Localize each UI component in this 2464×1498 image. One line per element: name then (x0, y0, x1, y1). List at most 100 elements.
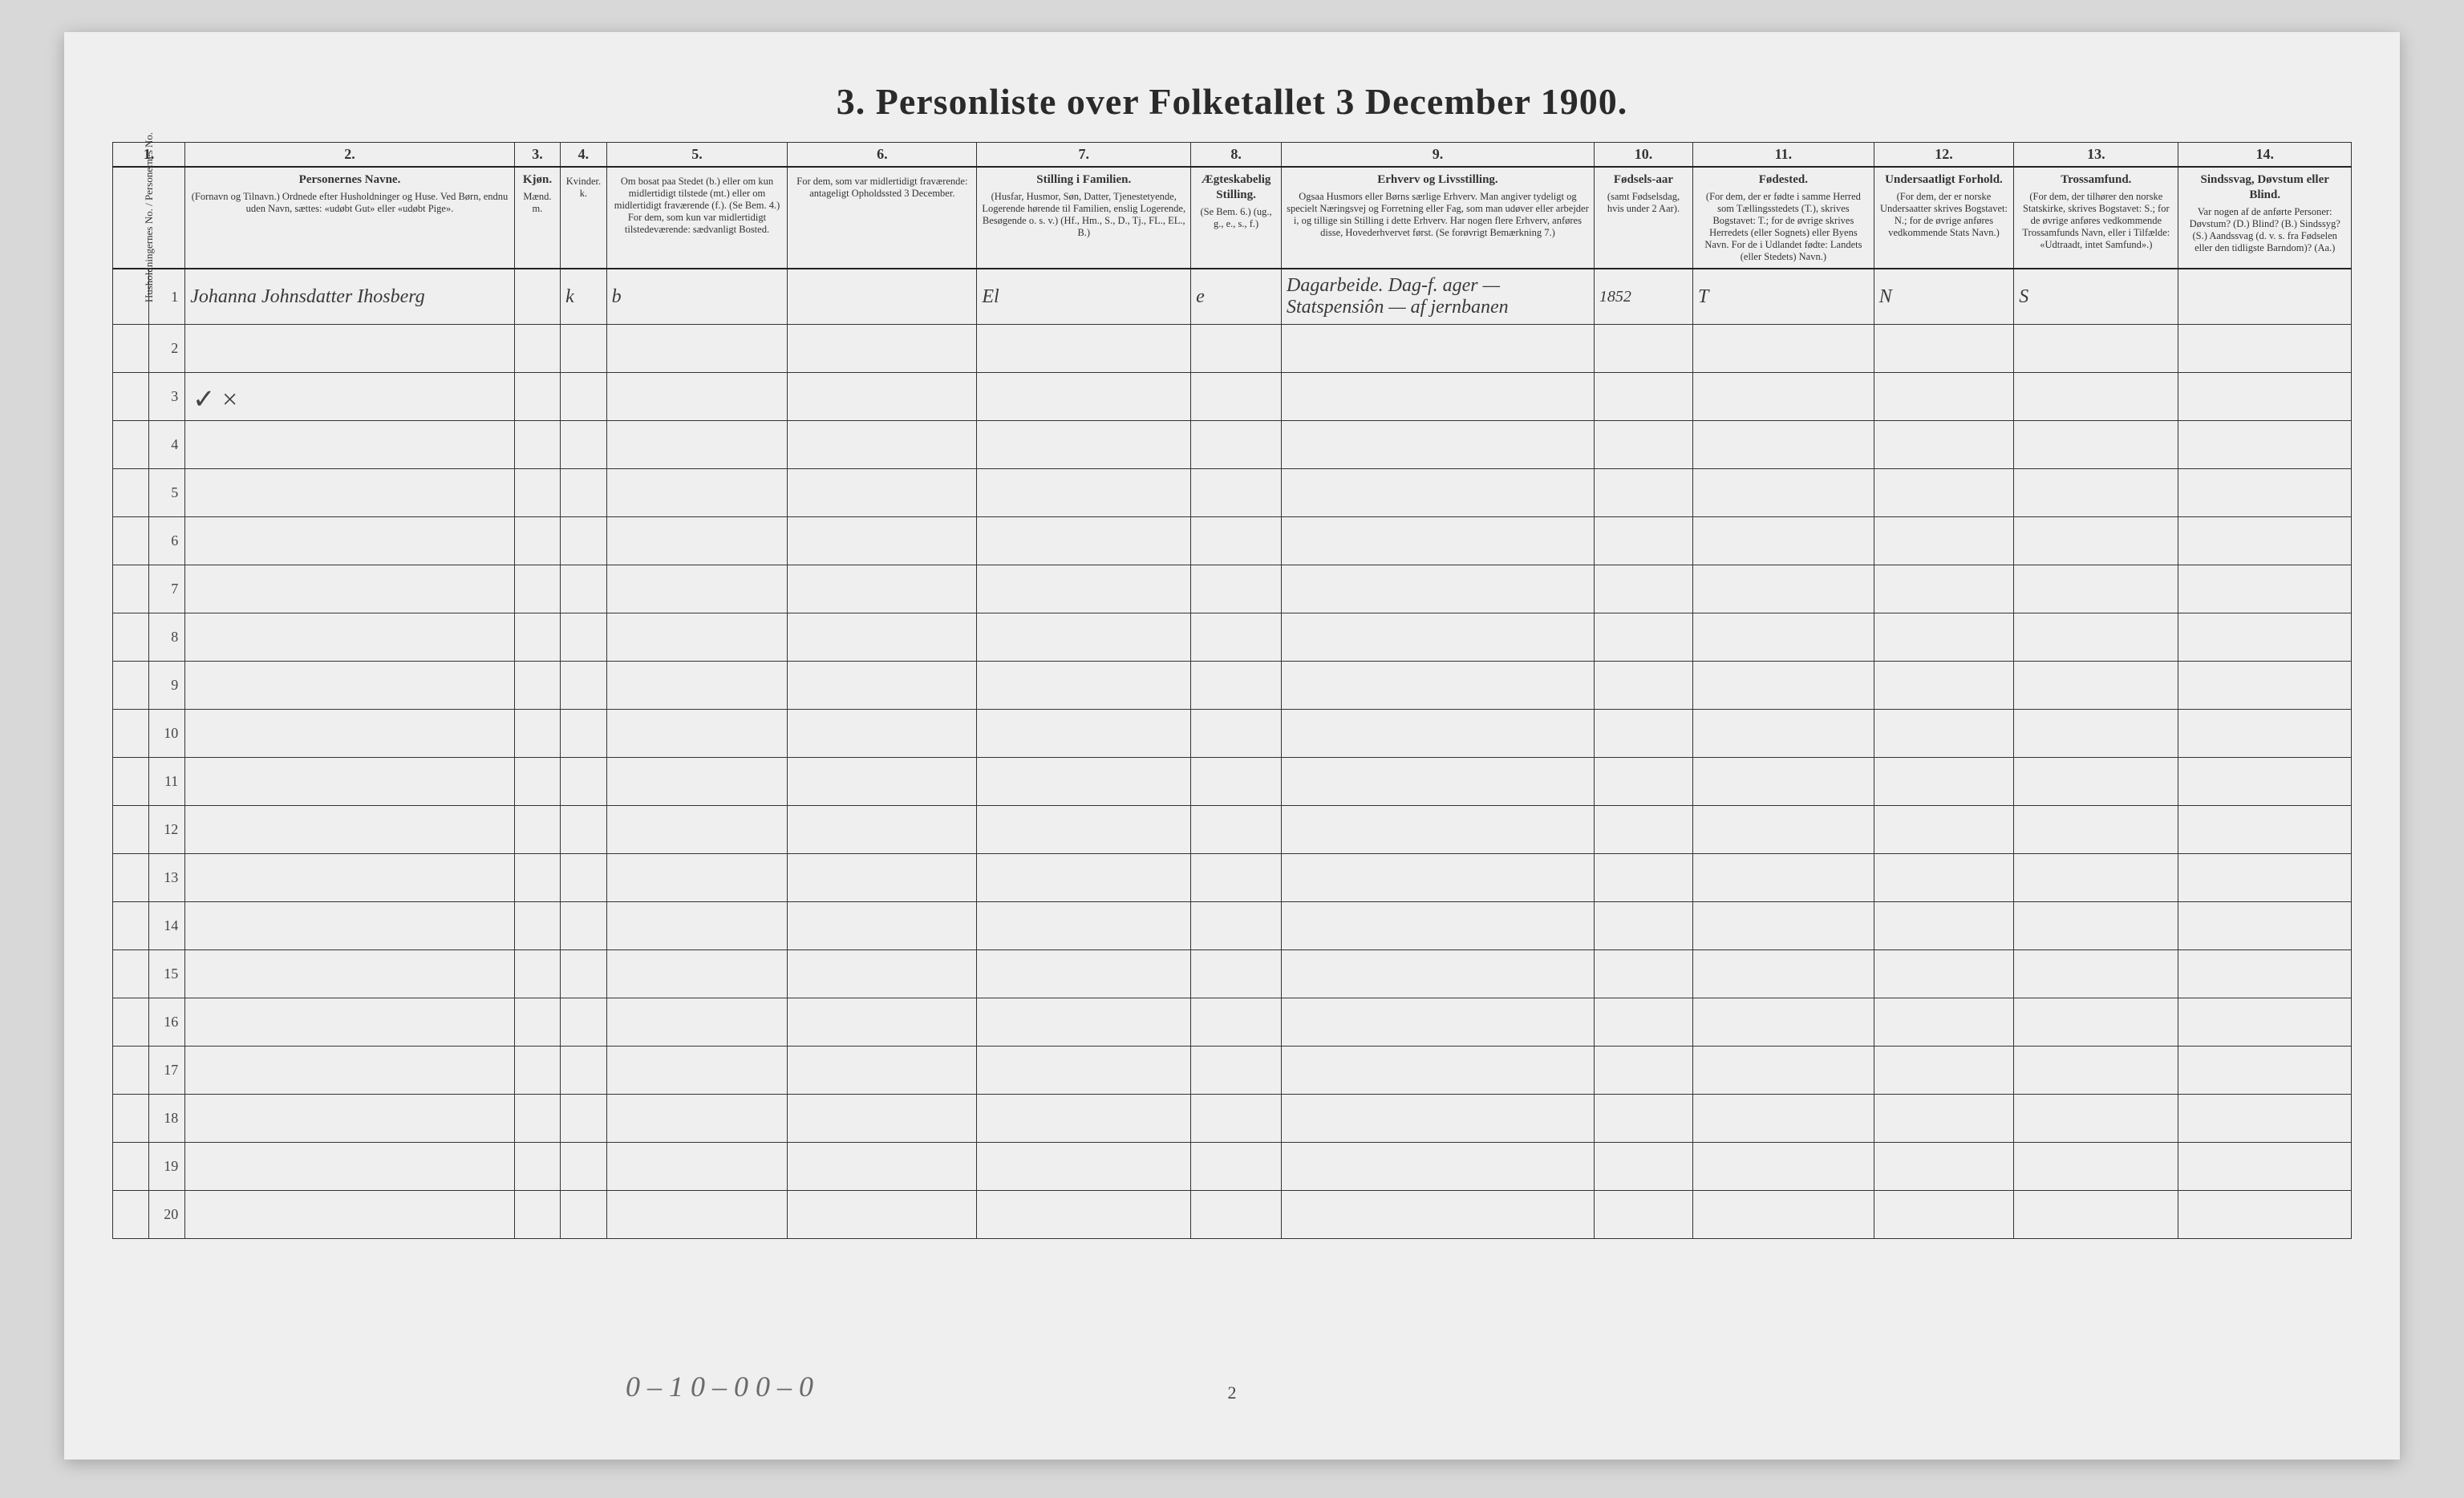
table-row: 17 (113, 1047, 2352, 1095)
cell (788, 806, 977, 854)
table-row: 18 (113, 1095, 2352, 1143)
person-no: 14 (149, 902, 185, 950)
cell (185, 950, 514, 998)
household-no (113, 325, 149, 373)
column-number: 2. (185, 143, 514, 168)
cell (977, 469, 1191, 517)
cell (1282, 902, 1595, 950)
cell (606, 1047, 788, 1095)
household-no (113, 902, 149, 950)
cell (185, 1143, 514, 1191)
cell (977, 758, 1191, 806)
cell (1191, 758, 1282, 806)
cell (1594, 1095, 1692, 1143)
cell (788, 1143, 977, 1191)
cell (1874, 902, 2013, 950)
cell (2014, 902, 2178, 950)
table-row: 12 (113, 806, 2352, 854)
table-row: 8 (113, 613, 2352, 662)
cell (788, 565, 977, 613)
cell (1191, 565, 1282, 613)
cell (606, 1095, 788, 1143)
cell (1191, 902, 1282, 950)
column-header: Kjøn.Mænd. m. (514, 167, 560, 269)
cell (2178, 1191, 2352, 1239)
person-no: 3 (149, 373, 185, 421)
cell (1874, 1095, 2013, 1143)
cell: Dagarbeide. Dag-f. ager — Statspensiôn —… (1282, 269, 1595, 325)
cell (977, 325, 1191, 373)
paper-sheet: 3. Personliste over Folketallet 3 Decemb… (64, 32, 2400, 1460)
table-row: 1Johanna Johnsdatter IhosbergkbEleDagarb… (113, 269, 2352, 325)
cell (185, 998, 514, 1047)
cell (1594, 854, 1692, 902)
cell (788, 517, 977, 565)
cell (561, 373, 606, 421)
cell (2178, 1143, 2352, 1191)
cell (1282, 950, 1595, 998)
household-no (113, 1047, 149, 1095)
cell (1874, 373, 2013, 421)
cell (606, 950, 788, 998)
cell (2178, 373, 2352, 421)
cell (1693, 662, 1874, 710)
footer-tally: 0 – 1 0 – 0 0 – 0 (626, 1370, 813, 1403)
cell (1191, 1047, 1282, 1095)
cell (1693, 806, 1874, 854)
person-no: 11 (149, 758, 185, 806)
column-header: For dem, som var midlertidigt fraværende… (788, 167, 977, 269)
cell (606, 854, 788, 902)
cell (2178, 662, 2352, 710)
cell (2178, 613, 2352, 662)
cell (1693, 613, 1874, 662)
column-header: Stilling i Familien.(Husfar, Husmor, Søn… (977, 167, 1191, 269)
column-header: Undersaatligt Forhold.(For dem, der er n… (1874, 167, 2013, 269)
cell (514, 469, 560, 517)
cell (2014, 950, 2178, 998)
cell (1874, 950, 2013, 998)
cell (977, 517, 1191, 565)
cell (1594, 1143, 1692, 1191)
page-inner: 3. Personliste over Folketallet 3 Decemb… (112, 56, 2352, 1435)
person-no: 10 (149, 710, 185, 758)
cell (1594, 373, 1692, 421)
cell (185, 1191, 514, 1239)
cell (977, 806, 1191, 854)
cell (514, 325, 560, 373)
cell (606, 662, 788, 710)
cell (788, 998, 977, 1047)
cell: e (1191, 269, 1282, 325)
cell (561, 469, 606, 517)
cell (2014, 998, 2178, 1047)
cell (1282, 1191, 1595, 1239)
cell (977, 854, 1191, 902)
cell (514, 710, 560, 758)
cell (1874, 613, 2013, 662)
cell (606, 373, 788, 421)
cell (1874, 806, 2013, 854)
cell (1282, 325, 1595, 373)
cell (514, 373, 560, 421)
cell (1693, 325, 1874, 373)
cell (561, 854, 606, 902)
cell (185, 1095, 514, 1143)
cell (1594, 902, 1692, 950)
cell (1874, 998, 2013, 1047)
cell (1693, 998, 1874, 1047)
cell (185, 565, 514, 613)
person-no: 16 (149, 998, 185, 1047)
cell (185, 421, 514, 469)
cell (514, 998, 560, 1047)
cell (2014, 565, 2178, 613)
household-no (113, 710, 149, 758)
cell (788, 1095, 977, 1143)
page-title: 3. Personliste over Folketallet 3 Decemb… (112, 80, 2352, 123)
household-no (113, 758, 149, 806)
cell (561, 758, 606, 806)
cell (1282, 1095, 1595, 1143)
cell (2014, 613, 2178, 662)
cell (977, 421, 1191, 469)
cell (514, 421, 560, 469)
table-row: 4 (113, 421, 2352, 469)
entry-checkmark: ✓ × (192, 383, 237, 415)
